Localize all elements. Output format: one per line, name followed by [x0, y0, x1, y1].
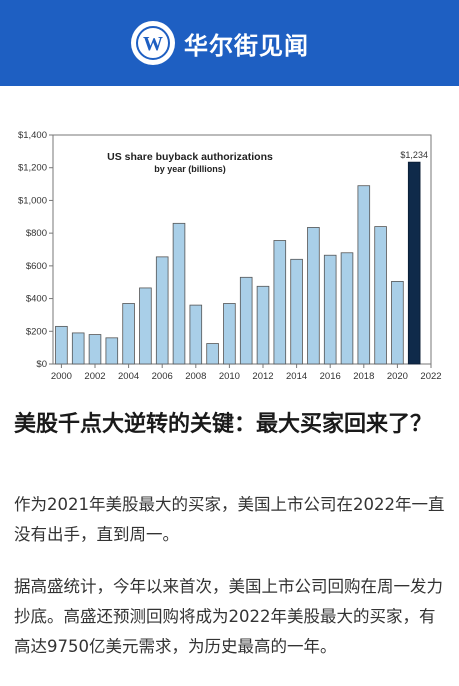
- article-paragraph-1: 作为2021年美股最大的买家，美国上市公司在2022年一直没有出手，直到周一。: [14, 495, 445, 544]
- x-tick-label: 2016: [320, 371, 341, 382]
- app-header: W 华尔街见闻: [0, 0, 459, 86]
- y-tick-label: $200: [26, 326, 47, 337]
- article-title[interactable]: 美股千点大逆转的关键：最大买家回来了？: [14, 412, 433, 437]
- bar-2006: [155, 256, 169, 365]
- x-tick-label: 2014: [286, 371, 307, 382]
- bar-2004: [122, 303, 135, 365]
- brand-name: 华尔街见闻: [184, 31, 309, 60]
- y-tick-label: $800: [26, 228, 47, 239]
- bar-2014: [290, 258, 303, 365]
- x-tick-label: 2018: [353, 371, 374, 382]
- y-tick-label: $1,400: [18, 130, 47, 141]
- chart-title: US share buyback authorizations: [107, 151, 273, 163]
- x-tick-label: 2010: [219, 371, 240, 382]
- bar-2021: [407, 161, 421, 365]
- bar-2016: [323, 254, 337, 365]
- buyback-chart: US share buyback authorizations by year …: [0, 108, 459, 390]
- bar-group: $1,234: [55, 150, 428, 365]
- chart-subtitle: by year (billions): [154, 164, 226, 174]
- y-tick-label: $1,200: [18, 163, 47, 174]
- chart-svg: US share buyback authorizations by year …: [18, 130, 442, 382]
- bar-2020: [391, 280, 404, 365]
- y-tick-label: $1,000: [18, 195, 47, 206]
- x-tick-label: 2006: [152, 371, 173, 382]
- w-logo-glyph: W: [136, 26, 170, 60]
- x-tick-label: 2022: [420, 371, 441, 382]
- y-tick-label: $600: [26, 261, 47, 272]
- x-tick-label: 2004: [118, 371, 139, 382]
- x-axis: 2000 2002 2004 2006 2008 2010 2012 2014 2016 2018…: [51, 364, 442, 382]
- article-paragraph-2: 据高盛统计，今年以来首次，美国上市公司回购在周一发力抄底。高盛还预测回购将成为2…: [14, 577, 443, 656]
- bar-2005: [139, 287, 152, 365]
- bar-2010: [223, 303, 236, 365]
- bar-2003: [105, 337, 119, 365]
- logo-letter: W: [143, 33, 163, 55]
- brand-logo-icon: W: [131, 21, 175, 65]
- y-tick-label: $0: [36, 359, 47, 370]
- y-axis: $0 $200 $400 $600 $800 $1,000 $1,200 $1,400: [18, 130, 53, 370]
- bar-2000: [55, 325, 68, 365]
- x-tick-label: 2000: [51, 371, 72, 382]
- bar-2018: [357, 185, 371, 365]
- highlight-data-label: $1,234: [400, 150, 428, 160]
- bar-2002: [88, 334, 102, 365]
- bar-2017: [340, 252, 354, 365]
- bar-2015: [307, 227, 320, 365]
- bar-2013: [273, 240, 287, 365]
- y-tick-label: $400: [26, 294, 47, 305]
- x-tick-label: 2012: [252, 371, 273, 382]
- bar-2009: [206, 343, 219, 365]
- bar-2019: [374, 226, 387, 365]
- bar-2007: [172, 222, 186, 365]
- bar-2012: [256, 285, 270, 365]
- bar-2011: [239, 276, 253, 365]
- bar-2008: [189, 304, 203, 365]
- x-tick-label: 2008: [185, 371, 206, 382]
- bar-2001: [71, 332, 85, 365]
- x-tick-label: 2002: [84, 371, 105, 382]
- brand-logo[interactable]: W 华尔街见闻: [131, 21, 309, 65]
- x-tick-label: 2020: [387, 371, 408, 382]
